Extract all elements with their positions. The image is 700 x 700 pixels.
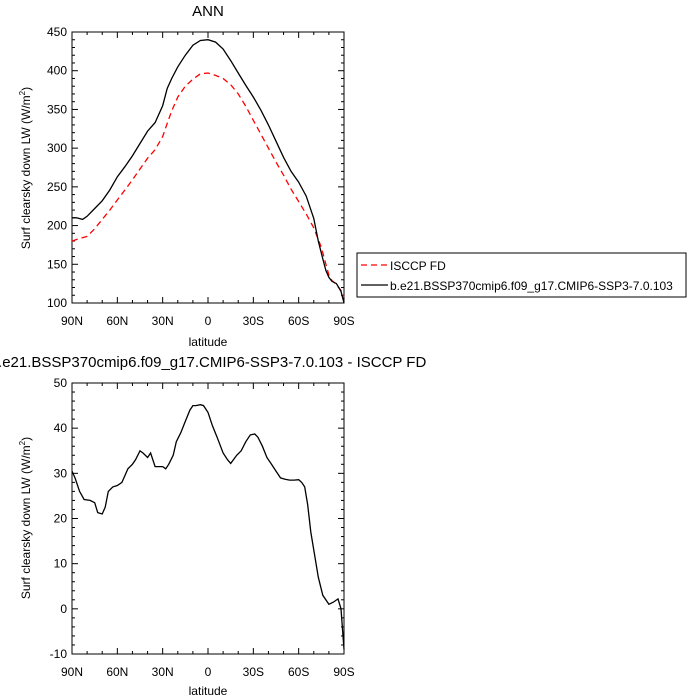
plot-frame [71, 382, 345, 655]
x-axis-label: latitude [189, 684, 228, 698]
y-tick-label: 350 [47, 102, 67, 116]
y-tick-label: 0 [60, 602, 67, 616]
y-axis-label-tail: ) [19, 87, 33, 91]
y-axis-label-main: Surf clearsky down LW (W/m [19, 95, 33, 249]
chart-bottom: b.e21.BSSP370cmip6.f09_g17.CMIP6-SSP3-7.… [0, 354, 426, 698]
x-tick-label: 0 [205, 665, 212, 679]
y-ticks: 100 150 200 250 300 350 400 450 [47, 25, 344, 310]
chart-top: ANN 100 150 200 250 300 350 400 450 90N 60N 30N 0 3… [18, 3, 355, 349]
legend-label-model: b.e21.BSSP370cmip6.f09_g17.CMIP6-SSP3-7.… [390, 279, 673, 293]
x-tick-label: 60N [106, 665, 128, 679]
y-tick-label: 100 [47, 296, 67, 310]
x-tick-label: 30S [243, 665, 264, 679]
y-tick-label: 20 [54, 512, 68, 526]
y-tick-label: 30 [54, 466, 68, 480]
x-tick-label: 90S [333, 314, 354, 328]
y-ticks: -10 0 10 20 30 40 50 [50, 376, 344, 661]
x-ticks: 90N 60N 30N 0 30S 60S 90S [61, 32, 355, 328]
series-lines [71, 39, 345, 304]
x-tick-label: 60S [288, 314, 309, 328]
chart-title: ANN [192, 3, 224, 20]
y-axis-label-superscript: 2 [18, 440, 27, 445]
x-tick-label: 90N [61, 665, 83, 679]
x-tick-label: 30N [152, 665, 174, 679]
x-tick-label: 60N [106, 314, 128, 328]
x-tick-label: 90N [61, 314, 83, 328]
legend: ISCCP FD b.e21.BSSP370cmip6.f09_g17.CMIP… [356, 252, 687, 298]
series-line-0 [71, 404, 345, 650]
x-ticks: 90N 60N 30N 0 30S 60S 90S [61, 383, 355, 679]
y-axis-label-tail: ) [19, 437, 33, 441]
x-tick-label: 30N [152, 314, 174, 328]
y-tick-label: 250 [47, 180, 67, 194]
y-axis-label: Surf clearsky down LW (W/m2) [18, 437, 33, 599]
y-axis-label: Surf clearsky down LW (W/m2) [18, 87, 33, 249]
y-axis-label-superscript: 2 [18, 90, 27, 95]
legend-box [356, 252, 687, 298]
x-tick-label: 90S [333, 665, 354, 679]
y-tick-label: 300 [47, 141, 67, 155]
y-tick-label: 50 [54, 376, 68, 390]
y-tick-label: 40 [54, 421, 68, 435]
y-tick-label: 400 [47, 64, 67, 78]
x-tick-label: 30S [243, 314, 264, 328]
x-tick-label: 60S [288, 665, 309, 679]
y-tick-label: -10 [50, 647, 68, 661]
y-tick-label: 150 [47, 257, 67, 271]
x-tick-label: 0 [205, 314, 212, 328]
y-axis-label-main: Surf clearsky down LW (W/m [19, 445, 33, 599]
y-tick-label: 450 [47, 25, 67, 39]
series-lines [71, 404, 345, 650]
series-line-1 [72, 39, 345, 304]
chart-title: b.e21.BSSP370cmip6.f09_g17.CMIP6-SSP3-7.… [0, 354, 426, 371]
x-axis-label: latitude [189, 335, 228, 349]
y-tick-label: 10 [54, 557, 68, 571]
y-tick-label: 200 [47, 219, 67, 233]
legend-label-isccp: ISCCP FD [390, 259, 446, 273]
